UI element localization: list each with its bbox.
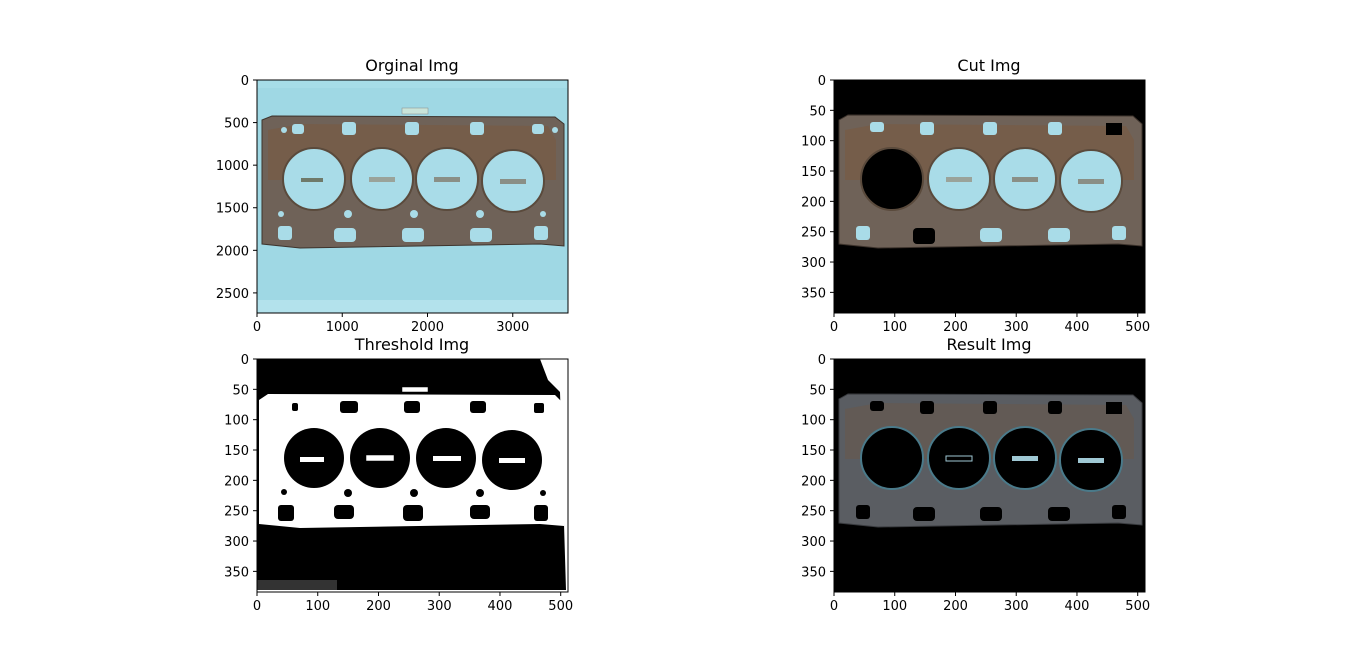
subplot-original: Orginal Img xyxy=(216,56,569,335)
x-tick-label: 200 xyxy=(366,599,391,614)
x-tick-label: 300 xyxy=(1004,320,1029,335)
x-tick-label: 100 xyxy=(882,320,907,335)
title-result: Result Img xyxy=(947,335,1032,354)
y-tick-label: 350 xyxy=(801,286,826,301)
image-cut xyxy=(834,80,1145,313)
y-tick-label: 150 xyxy=(801,165,826,180)
axes-frame-cut xyxy=(833,79,1146,314)
image-original xyxy=(257,80,568,313)
x-tick-label: 100 xyxy=(882,599,907,614)
x-tick-label: 300 xyxy=(427,599,452,614)
y-tick-label: 200 xyxy=(801,474,826,489)
subplot-result: Result Img xyxy=(801,335,1150,614)
image-result xyxy=(834,359,1145,592)
title-cut: Cut Img xyxy=(957,56,1020,75)
subplot-cut: Cut Img 0 10 xyxy=(801,56,1150,335)
y-tick-label: 100 xyxy=(801,414,826,429)
x-tick-label: 2000 xyxy=(411,320,444,335)
x-tick-label: 0 xyxy=(830,599,838,614)
y-tick-label: 250 xyxy=(224,505,249,520)
x-tick-label: 100 xyxy=(305,599,330,614)
y-tick-label: 50 xyxy=(809,104,826,119)
y-tick-label: 1000 xyxy=(216,159,249,174)
y-tick-label: 250 xyxy=(801,505,826,520)
y-tick-label: 100 xyxy=(801,135,826,150)
x-tick-label: 500 xyxy=(1125,320,1150,335)
y-tick-label: 0 xyxy=(818,353,826,368)
y-tick-label: 200 xyxy=(801,195,826,210)
y-tick-label: 100 xyxy=(224,414,249,429)
axes-original: 0 1000 2000 3000 0 500 1000 1500 2000 2500 xyxy=(216,74,529,335)
y-tick-label: 50 xyxy=(232,383,249,398)
y-tick-label: 150 xyxy=(801,444,826,459)
subplot-threshold: Threshold Img xyxy=(224,335,573,614)
y-tick-label: 300 xyxy=(801,535,826,550)
x-tick-label: 300 xyxy=(1004,599,1029,614)
y-tick-label: 50 xyxy=(809,383,826,398)
x-tick-label: 400 xyxy=(1065,320,1090,335)
axes-cut: 0 100 200 300 400 500 0 50 100 150 200 250 300 350 xyxy=(801,74,1150,335)
y-tick-label: 350 xyxy=(801,565,826,580)
axes-frame-original xyxy=(256,79,569,314)
y-tick-label: 2500 xyxy=(216,287,249,302)
y-tick-label: 300 xyxy=(224,535,249,550)
title-threshold: Threshold Img xyxy=(354,335,469,354)
x-tick-label: 400 xyxy=(488,599,513,614)
x-tick-label: 400 xyxy=(1065,599,1090,614)
x-tick-label: 1000 xyxy=(326,320,359,335)
x-tick-label: 0 xyxy=(253,599,261,614)
y-tick-label: 1500 xyxy=(216,202,249,217)
x-tick-label: 3000 xyxy=(496,320,529,335)
image-threshold xyxy=(257,359,568,592)
x-tick-label: 0 xyxy=(253,320,261,335)
axes-result: 0 100 200 300 400 500 0 50 100 150 200 250 300 350 xyxy=(801,353,1150,614)
y-tick-label: 2000 xyxy=(216,244,249,259)
x-tick-label: 500 xyxy=(1125,599,1150,614)
y-tick-label: 200 xyxy=(224,474,249,489)
y-tick-label: 0 xyxy=(818,74,826,89)
y-tick-label: 0 xyxy=(241,74,249,89)
y-tick-label: 350 xyxy=(224,565,249,580)
y-tick-label: 0 xyxy=(241,353,249,368)
y-tick-label: 300 xyxy=(801,256,826,271)
x-tick-label: 0 xyxy=(830,320,838,335)
y-tick-label: 150 xyxy=(224,444,249,459)
y-tick-label: 250 xyxy=(801,226,826,241)
title-original: Orginal Img xyxy=(365,56,458,75)
y-tick-label: 500 xyxy=(224,117,249,132)
axes-frame-threshold xyxy=(256,358,569,593)
axes-frame-result xyxy=(833,358,1146,593)
x-tick-label: 200 xyxy=(943,599,968,614)
x-tick-label: 200 xyxy=(943,320,968,335)
x-tick-label: 500 xyxy=(548,599,573,614)
axes-threshold: 0 100 200 300 400 500 0 50 100 150 200 250 300 350 xyxy=(224,353,573,614)
